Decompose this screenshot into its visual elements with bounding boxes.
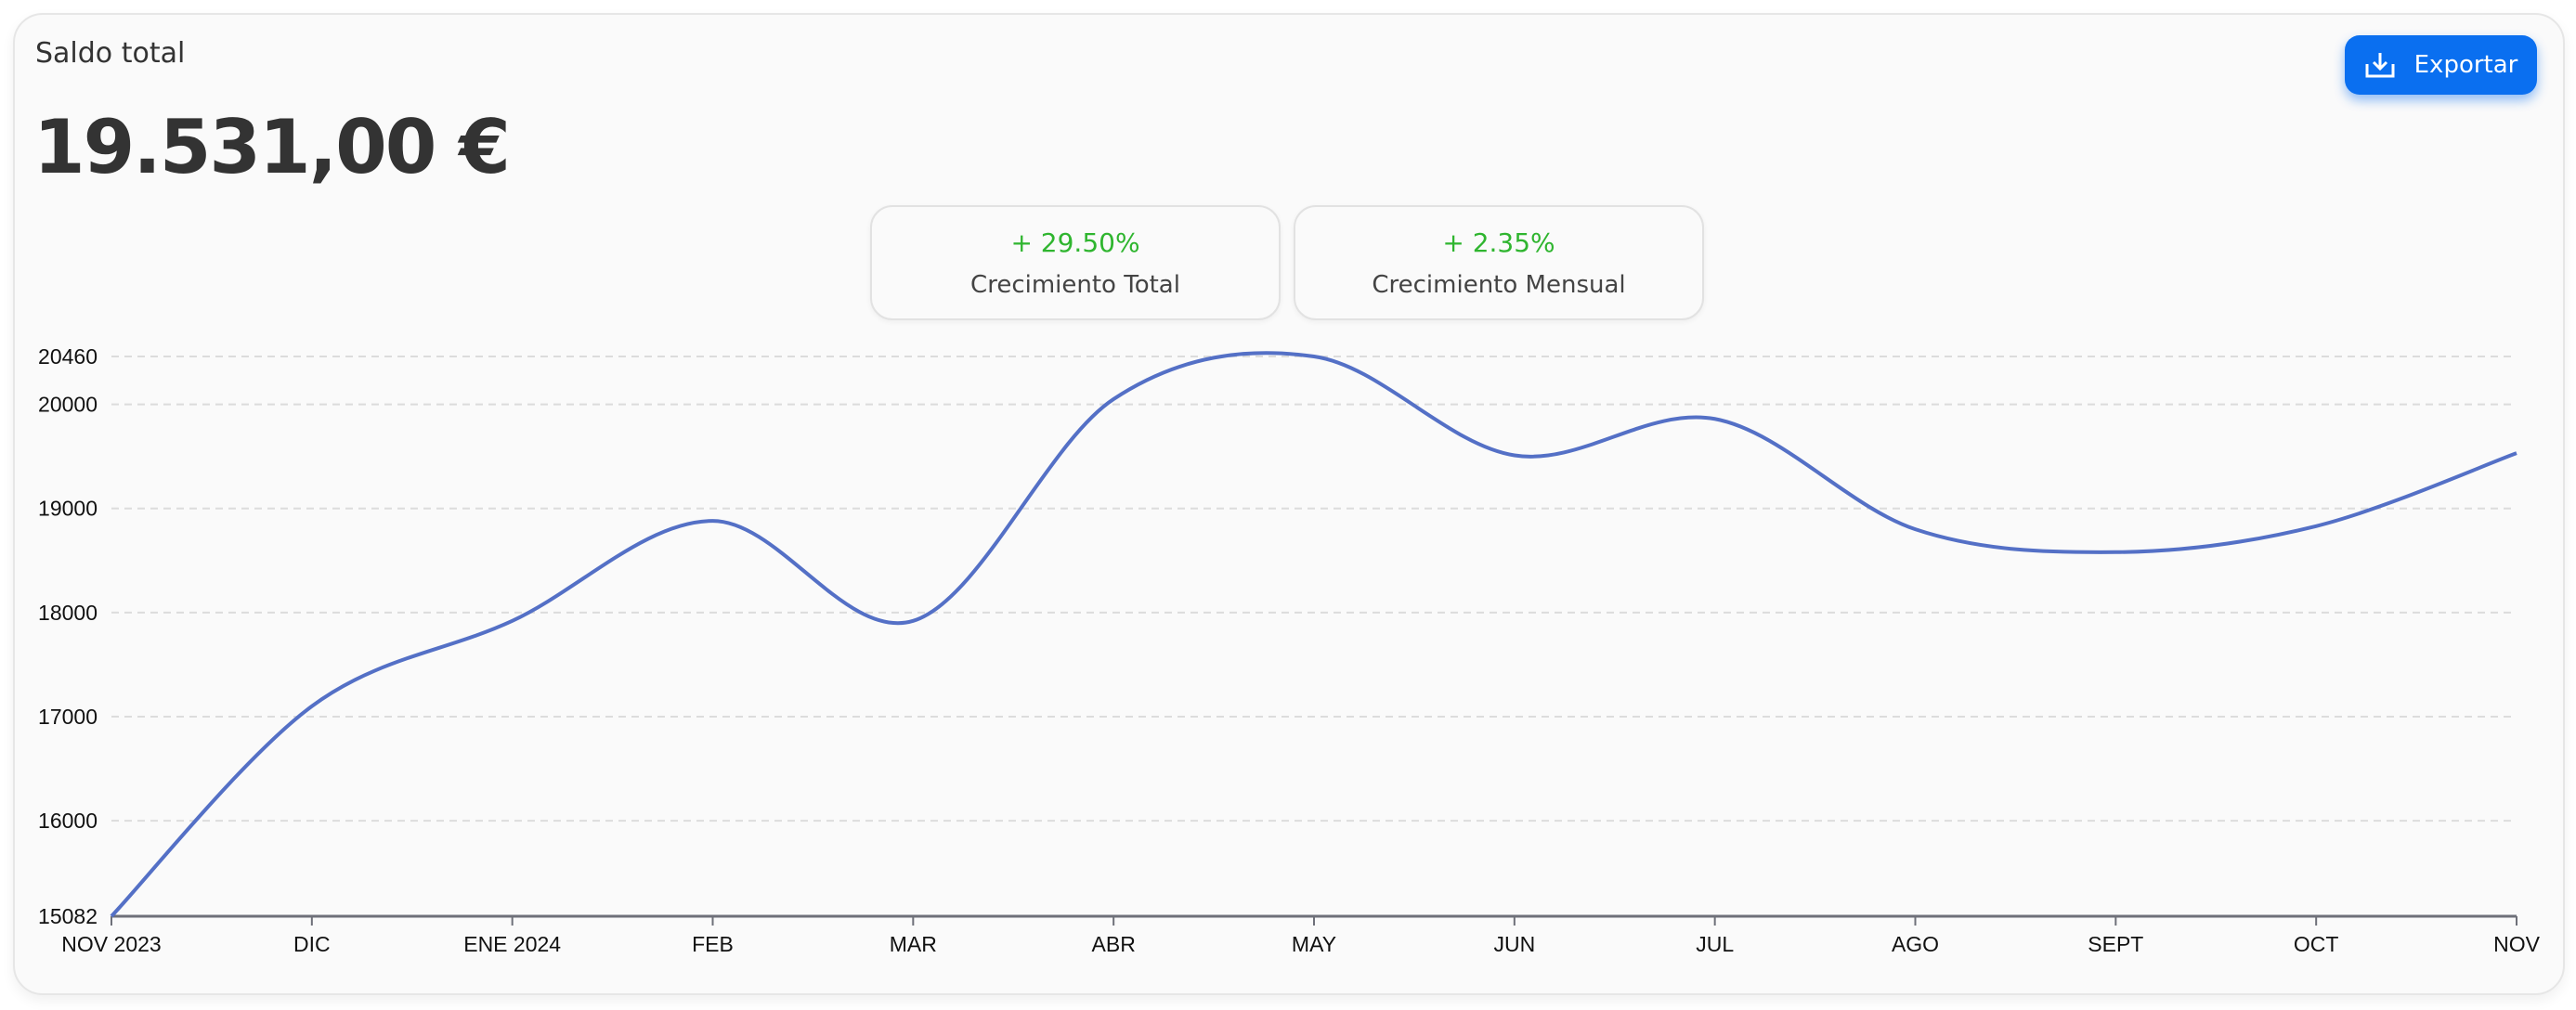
stat-monthly-growth: + 2.35% Crecimiento Mensual [1294, 205, 1704, 320]
x-tick-label: NOV 2023 [61, 932, 161, 956]
balance-card [13, 13, 2565, 995]
export-button[interactable]: Exportar [2345, 35, 2537, 95]
card-title: Saldo total [35, 37, 186, 70]
stat-total-growth: + 29.50% Crecimiento Total [870, 205, 1281, 320]
x-tick-label: FEB [692, 932, 734, 956]
stat-value: + 29.50% [1010, 227, 1140, 258]
export-label: Exportar [2413, 51, 2518, 79]
balance-series-line [110, 351, 2517, 918]
x-tick-label: NOV [2493, 932, 2541, 956]
x-tick-label: MAR [890, 932, 937, 956]
y-tick-label: 20000 [38, 393, 98, 417]
y-tick-label: 15082 [38, 904, 98, 928]
y-tick-label: 19000 [38, 497, 98, 521]
x-tick-label: MAY [1292, 932, 1336, 956]
x-tick-label: JUL [1696, 932, 1734, 956]
total-balance: 19.531,00 € [33, 104, 511, 190]
x-tick-label: JUN [1493, 932, 1535, 956]
y-tick-label: 18000 [38, 601, 98, 625]
x-tick-label: ENE 2024 [463, 932, 561, 956]
download-icon [2365, 53, 2395, 78]
y-tick-label: 16000 [38, 809, 98, 833]
x-tick-label: DIC [293, 932, 331, 956]
x-tick-label: ABR [1092, 932, 1136, 956]
x-tick-label: SEPT [2088, 932, 2143, 956]
stat-label: Crecimiento Total [970, 271, 1180, 299]
stat-value: + 2.35% [1442, 227, 1555, 258]
stat-label: Crecimiento Mensual [1372, 271, 1626, 299]
y-tick-label: 17000 [38, 705, 98, 729]
x-tick-label: AGO [1892, 932, 1939, 956]
x-tick-label: OCT [2294, 932, 2339, 956]
y-tick-label: 20460 [38, 344, 98, 369]
